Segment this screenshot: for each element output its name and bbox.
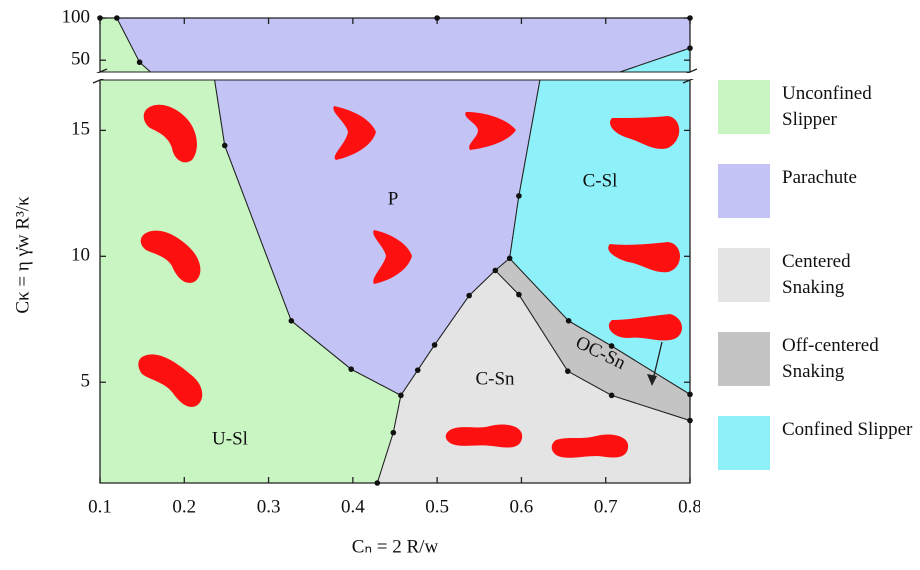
legend-label: Off-centered Snaking — [782, 335, 879, 382]
boundary-point — [466, 292, 472, 299]
y-tick-label: 15 — [71, 119, 90, 140]
boundary-point — [136, 59, 143, 66]
boundary-point — [398, 392, 404, 399]
cell — [373, 230, 412, 284]
boundary-point — [221, 142, 228, 149]
frame — [92, 17, 698, 484]
x-tick-label: 0.5 — [425, 496, 449, 517]
region-label: U-Sl — [212, 428, 248, 449]
x-tick-label: 0.8 — [678, 496, 700, 517]
legend-label: Parachute — [782, 167, 857, 188]
cells — [138, 104, 682, 458]
boundary-point — [374, 480, 381, 486]
y-tick-label: 100 — [62, 6, 91, 27]
legend-swatch — [718, 164, 770, 218]
cell — [609, 116, 680, 149]
boundary-point — [97, 15, 103, 21]
y-tick-label: 10 — [71, 245, 90, 266]
y-axis-title: Cκ = η γ̇w R³/κ — [12, 196, 33, 314]
boundary-point — [687, 417, 693, 424]
boundary-point — [431, 342, 438, 348]
axis-frame — [99, 17, 691, 484]
x-tick-label: 0.4 — [341, 496, 365, 517]
arrow-head — [647, 374, 657, 386]
legend-swatch — [718, 416, 770, 470]
legend-label: Confined Slipper — [782, 419, 913, 440]
boundary-point — [506, 255, 513, 262]
boundary-point — [434, 15, 440, 21]
boundary-point — [687, 391, 693, 398]
boundary-point — [564, 368, 571, 374]
boundary-point — [492, 267, 499, 274]
boundary-point — [390, 429, 397, 436]
boundary-point — [516, 291, 522, 298]
boundary-point — [348, 366, 354, 372]
cell — [333, 106, 376, 160]
x-axis-title: Cₙ = 2 R/w — [352, 536, 439, 557]
cell — [608, 314, 682, 341]
boundary-point — [565, 317, 572, 324]
y-tick-label: 50 — [71, 49, 90, 70]
boundary-point — [608, 392, 615, 399]
cell — [138, 354, 203, 407]
legend-swatch — [718, 332, 770, 386]
legend-label: Unconfined Slipper — [782, 83, 872, 130]
cell — [465, 112, 516, 150]
x-tick-label: 0.1 — [88, 496, 112, 517]
region-label: C-Sl — [583, 170, 618, 191]
cell — [445, 424, 523, 448]
x-tick-label: 0.6 — [510, 496, 534, 517]
boundary-point — [414, 367, 421, 373]
boundary-point — [516, 193, 522, 199]
axis-break — [88, 73, 700, 79]
boundary-point — [288, 317, 295, 324]
boundary-point — [687, 15, 693, 21]
region-label: C-Sn — [475, 368, 515, 389]
x-tick-label: 0.2 — [172, 496, 196, 517]
legend-label: Centered Snaking — [782, 251, 851, 298]
region-label: P — [388, 188, 399, 209]
cell — [608, 242, 680, 273]
boundary-point — [687, 45, 693, 51]
region-upper — [116, 17, 691, 73]
legend-swatch — [718, 80, 770, 134]
y-tick-label: 5 — [81, 371, 91, 392]
x-tick-label: 0.7 — [594, 496, 618, 517]
x-tick-label: 0.3 — [257, 496, 281, 517]
boundary-point — [114, 15, 120, 21]
cell — [143, 104, 197, 163]
legend-swatch — [718, 248, 770, 302]
cell — [551, 434, 629, 458]
cell — [140, 230, 201, 283]
chart: Cₙ = 2 R/w Cκ = η γ̇w R³/κ U-SlPC-SnOC-S… — [12, 6, 700, 557]
boundary-point — [608, 343, 615, 349]
